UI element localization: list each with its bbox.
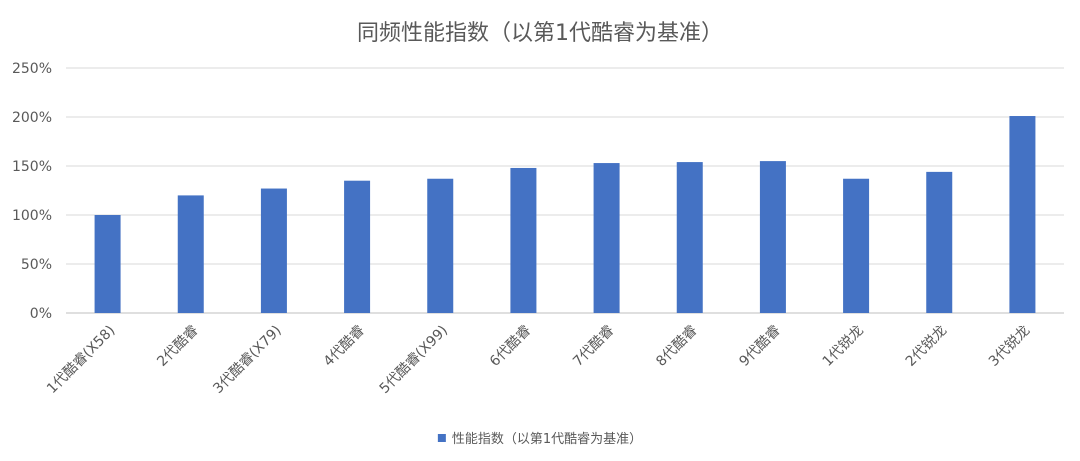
y-tick-label: 150% [12, 159, 52, 175]
bar [1009, 116, 1036, 314]
bar [510, 167, 537, 313]
bar [759, 161, 786, 313]
x-category-label: 2代锐龙 [903, 323, 950, 370]
x-category-label: 3代酷睿(X79) [210, 323, 284, 397]
y-axis-tick-labels: 0% 50% 100% 150% 200% 250% [12, 61, 52, 322]
x-axis-category-labels: 1代酷睿(X58) 2代酷睿 3代酷睿(X79) 4代酷睿 5代酷睿(X99) 6代酷睿 7… [44, 323, 1033, 397]
x-category-label: 9代酷睿 [736, 323, 783, 370]
x-category-label: 2代酷睿 [154, 323, 201, 370]
bar [427, 178, 454, 313]
legend-label: 性能指数（以第1代酷睿为基准） [452, 432, 642, 447]
bar [676, 162, 703, 313]
chart-title: 同频性能指数（以第1代酷睿为基准） [357, 21, 723, 46]
legend: 性能指数（以第1代酷睿为基准） [437, 432, 642, 447]
x-category-label: 1代锐龙 [820, 323, 867, 370]
y-tick-label: 250% [12, 61, 52, 77]
bar [593, 163, 620, 313]
legend-swatch [437, 434, 446, 442]
x-category-label: 3代锐龙 [986, 323, 1033, 370]
y-tick-label: 100% [12, 208, 52, 224]
bar [344, 180, 371, 313]
y-tick-label: 50% [21, 257, 52, 273]
gridlines [66, 67, 1064, 265]
x-category-label: 8代酷睿 [653, 323, 700, 370]
bars [94, 116, 1036, 314]
x-category-label: 4代酷睿 [321, 323, 368, 370]
bar [260, 188, 287, 313]
x-category-label: 7代酷睿 [570, 323, 617, 370]
bar [843, 178, 870, 313]
bar [177, 195, 204, 313]
x-category-label: 5代酷睿(X99) [377, 323, 451, 397]
y-tick-label: 0% [30, 306, 52, 322]
x-category-label: 1代酷睿(X58) [44, 323, 118, 397]
bar [926, 171, 953, 313]
y-tick-label: 200% [12, 110, 52, 126]
x-category-label: 6代酷睿 [487, 323, 534, 370]
bar [94, 215, 121, 313]
